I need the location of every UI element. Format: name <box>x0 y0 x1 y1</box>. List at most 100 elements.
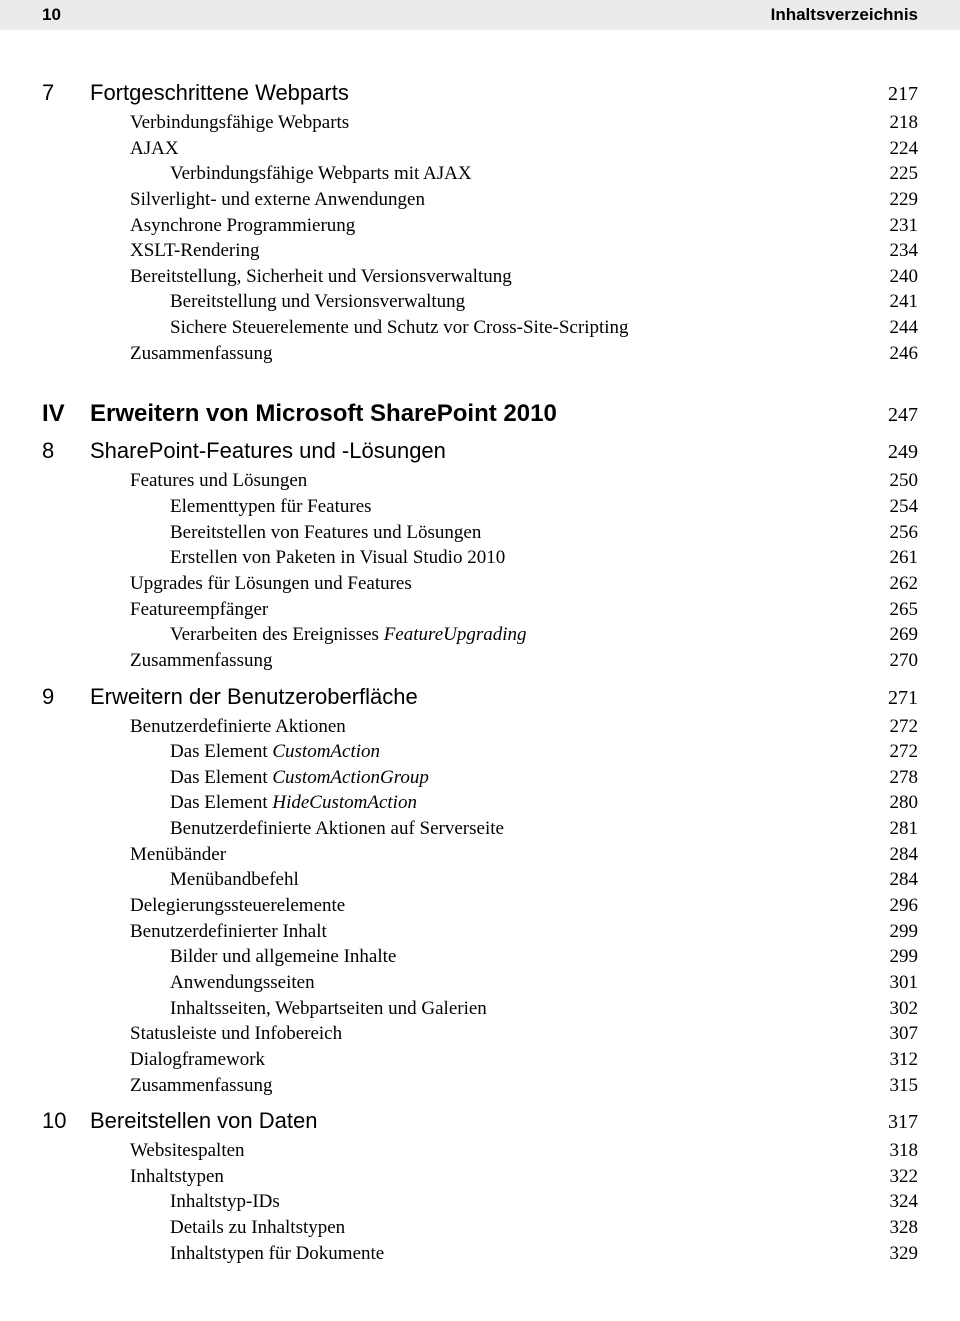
toc-entry-page: 312 <box>874 1047 918 1073</box>
toc-entry-page: 250 <box>874 468 918 494</box>
toc-entry-page: 329 <box>874 1241 918 1267</box>
toc-entry: Verarbeiten des Ereignisses FeatureUpgra… <box>42 622 918 648</box>
table-of-contents: 7Fortgeschrittene Webparts217 Verbindungs… <box>0 30 960 1306</box>
toc-entry: Details zu Inhaltstypen328 <box>42 1215 918 1241</box>
toc-entry-page: 302 <box>874 996 918 1022</box>
toc-entry-label: Upgrades für Lösungen und Features <box>130 571 412 597</box>
toc-entry-page: 254 <box>874 494 918 520</box>
toc-entry: Delegierungssteuerelemente296 <box>42 893 918 919</box>
toc-entry-page: 231 <box>874 213 918 239</box>
toc-entry-page: 278 <box>874 765 918 791</box>
toc-entry-label: Sichere Steuerelemente und Schutz vor Cr… <box>170 315 629 341</box>
toc-entry-label: Erweitern der Benutzeroberfläche <box>90 684 418 710</box>
toc-entry: Inhaltstypen322 <box>42 1164 918 1190</box>
running-head: 10 Inhaltsverzeichnis <box>0 0 960 30</box>
toc-entry-page: 261 <box>874 545 918 571</box>
page: 10 Inhaltsverzeichnis 7Fortgeschrittene … <box>0 0 960 1306</box>
toc-entry-page: 315 <box>874 1073 918 1099</box>
toc-entry-label: Bereitstellen von Daten <box>90 1108 317 1134</box>
toc-entry-label: Benutzerdefinierte Aktionen <box>130 714 346 740</box>
toc-entry: Zusammenfassung270 <box>42 648 918 674</box>
toc-entry-label: Zusammenfassung <box>130 1073 272 1099</box>
toc-entry: Bereitstellen von Features und Lösungen2… <box>42 520 918 546</box>
toc-entry: Inhaltstypen für Dokumente 329 <box>42 1241 918 1267</box>
toc-entry: Menübänder284 <box>42 842 918 868</box>
toc-entry-label: Erweitern von Microsoft SharePoint 2010 <box>90 400 557 428</box>
toc-entry: Dialogframework 312 <box>42 1047 918 1073</box>
toc-entry-page: 269 <box>874 622 918 648</box>
toc-entry-page: 249 <box>874 441 918 464</box>
part-number: IV <box>42 400 90 428</box>
toc-entry: Zusammenfassung 315 <box>42 1073 918 1099</box>
toc-entry-page: 281 <box>874 816 918 842</box>
toc-entry: Features und Lösungen250 <box>42 468 918 494</box>
toc-entry: Sichere Steuerelemente und Schutz vor Cr… <box>42 315 918 341</box>
toc-entry-page: 229 <box>874 187 918 213</box>
toc-entry: Bereitstellung, Sicherheit und Versionsv… <box>42 264 918 290</box>
toc-entry-label: Erstellen von Paketen in Visual Studio 2… <box>170 545 505 571</box>
toc-entry-page: 234 <box>874 238 918 264</box>
toc-entry-page: 272 <box>874 714 918 740</box>
toc-entry-label: AJAX <box>130 136 179 162</box>
toc-entry-page: 262 <box>874 571 918 597</box>
toc-entry-label: Websitespalten <box>130 1138 245 1164</box>
toc-entry-label: Statusleiste und Infobereich <box>130 1021 342 1047</box>
toc-entry-label: Benutzerdefinierter Inhalt <box>130 919 327 945</box>
toc-entry-page: 318 <box>874 1138 918 1164</box>
toc-entry: 7Fortgeschrittene Webparts217 <box>42 80 918 106</box>
toc-entry: Benutzerdefinierte Aktionen auf Serverse… <box>42 816 918 842</box>
toc-entry-page: 284 <box>874 867 918 893</box>
chapter-number: 7 <box>42 80 90 106</box>
toc-entry-label: Inhaltstypen für Dokumente <box>170 1241 384 1267</box>
toc-entry: Das Element HideCustomAction280 <box>42 790 918 816</box>
toc-entry: 8SharePoint-Features und -Lösungen249 <box>42 438 918 464</box>
toc-entry: Inhaltsseiten, Webpartseiten und Galerie… <box>42 996 918 1022</box>
toc-entry-label: Verbindungsfähige Webparts mit AJAX <box>170 161 472 187</box>
toc-entry-page: 270 <box>874 648 918 674</box>
toc-entry-page: 301 <box>874 970 918 996</box>
toc-entry-page: 322 <box>874 1164 918 1190</box>
toc-entry-page: 328 <box>874 1215 918 1241</box>
toc-entry: Benutzerdefinierte Aktionen 272 <box>42 714 918 740</box>
toc-entry: IVErweitern von Microsoft SharePoint 201… <box>42 400 918 428</box>
toc-entry: Featureempfänger265 <box>42 597 918 623</box>
toc-entry-label: Benutzerdefinierte Aktionen auf Serverse… <box>170 816 504 842</box>
toc-entry: 10Bereitstellen von Daten317 <box>42 1108 918 1134</box>
toc-entry-page: 284 <box>874 842 918 868</box>
toc-entry: 9Erweitern der Benutzeroberfläche271 <box>42 684 918 710</box>
toc-entry-page: 317 <box>874 1111 918 1134</box>
toc-entry-label: Das Element HideCustomAction <box>170 790 417 816</box>
toc-entry-page: 224 <box>874 136 918 162</box>
toc-entry: Statusleiste und Infobereich 307 <box>42 1021 918 1047</box>
toc-entry-label: Elementtypen für Features <box>170 494 372 520</box>
toc-entry-page: 271 <box>874 687 918 710</box>
toc-entry-page: 324 <box>874 1189 918 1215</box>
running-head-title: Inhaltsverzeichnis <box>771 5 918 25</box>
toc-entry: Benutzerdefinierter Inhalt 299 <box>42 919 918 945</box>
toc-entry-label: Menübandbefehl <box>170 867 299 893</box>
toc-entry-label: Verarbeiten des Ereignisses FeatureUpgra… <box>170 622 527 648</box>
toc-entry: Das Element CustomAction272 <box>42 739 918 765</box>
toc-entry-label: Bilder und allgemeine Inhalte <box>170 944 396 970</box>
toc-entry-label: Silverlight- und externe Anwendungen <box>130 187 425 213</box>
toc-entry: Elementtypen für Features 254 <box>42 494 918 520</box>
toc-entry: Erstellen von Paketen in Visual Studio 2… <box>42 545 918 571</box>
toc-entry: Verbindungsfähige Webparts mit AJAX225 <box>42 161 918 187</box>
chapter-number: 8 <box>42 438 90 464</box>
toc-entry-page: 299 <box>874 919 918 945</box>
toc-entry-page: 246 <box>874 341 918 367</box>
toc-entry-page: 247 <box>874 404 918 427</box>
toc-entry-label: Asynchrone Programmierung <box>130 213 355 239</box>
toc-entry: Upgrades für Lösungen und Features 262 <box>42 571 918 597</box>
toc-entry-label: Das Element CustomAction <box>170 739 380 765</box>
toc-entry: AJAX 224 <box>42 136 918 162</box>
toc-entry-page: 307 <box>874 1021 918 1047</box>
toc-entry-label: Bereitstellung und Versionsverwaltung <box>170 289 465 315</box>
toc-entry-page: 217 <box>874 83 918 106</box>
toc-entry-label: Dialogframework <box>130 1047 265 1073</box>
toc-entry-label: XSLT-Rendering <box>130 238 259 264</box>
toc-entry: Anwendungsseiten301 <box>42 970 918 996</box>
toc-entry-label: Inhaltstyp-IDs <box>170 1189 280 1215</box>
toc-entry-page: 218 <box>874 110 918 136</box>
toc-entry: Inhaltstyp-IDs 324 <box>42 1189 918 1215</box>
